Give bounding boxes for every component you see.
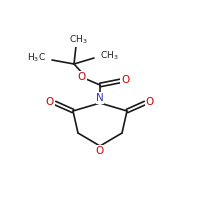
Text: O: O <box>146 97 154 107</box>
Text: O: O <box>96 146 104 156</box>
Text: CH$_3$: CH$_3$ <box>69 34 87 46</box>
Text: O: O <box>78 72 86 82</box>
Text: CH$_3$: CH$_3$ <box>100 50 119 62</box>
Text: H$_3$C: H$_3$C <box>27 52 46 64</box>
Text: O: O <box>46 97 54 107</box>
Text: O: O <box>121 75 129 85</box>
Text: N: N <box>96 93 104 103</box>
